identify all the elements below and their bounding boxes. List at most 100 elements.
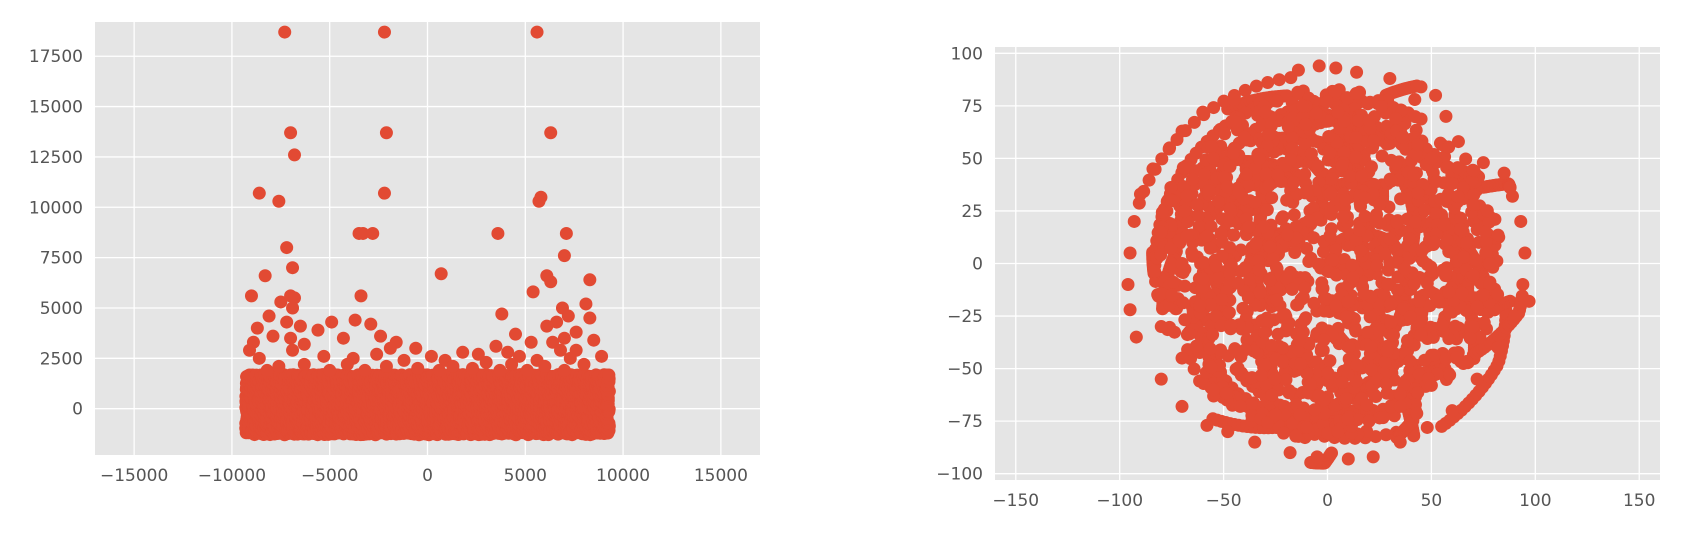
scatter-point [252, 351, 266, 365]
scatter-point [532, 194, 546, 208]
scatter-point [1207, 101, 1221, 115]
y-tick-label: 7500 [40, 249, 83, 269]
y-tick-label: 15000 [29, 98, 83, 118]
scatter-point [370, 347, 384, 361]
x-tick-label: −150 [992, 491, 1039, 511]
scatter-point [411, 361, 425, 375]
scatter-point [471, 347, 485, 361]
scatter-point [546, 335, 560, 349]
scatter-point [288, 291, 301, 305]
scatter-point [379, 359, 393, 373]
scatter-point [434, 267, 448, 281]
scatter-point [1367, 177, 1381, 191]
scatter-point [1238, 83, 1252, 97]
scatter-point [364, 317, 378, 331]
scatter-point [557, 249, 571, 263]
scatter-point [356, 226, 370, 240]
scatter-point [1187, 115, 1201, 129]
x-tick-label: 100 [1519, 491, 1551, 511]
scatter-point [524, 335, 538, 349]
scatter-point [374, 329, 388, 343]
scatter-point [280, 315, 294, 329]
scatter-point [272, 194, 286, 208]
scatter-point [561, 309, 575, 323]
x-tick-label: 5000 [504, 466, 547, 486]
scatter-point [557, 363, 571, 377]
scatter-point [358, 363, 372, 377]
left-scatter-chart: −15000 −10000 −5000 0 5000 10000 1500002500500… [29, 22, 760, 486]
scatter-point [409, 341, 423, 355]
x-tick-label: 150 [1623, 491, 1655, 511]
y-tick-label: 25 [961, 202, 983, 222]
y-tick-label: 0 [72, 400, 83, 420]
y-tick-label: 5000 [40, 299, 83, 319]
scatter-point [297, 357, 311, 371]
x-tick-label: −10000 [198, 466, 266, 486]
y-tick-label: −100 [936, 465, 983, 485]
x-tick-label: −5000 [301, 466, 359, 486]
scatter-point [1217, 94, 1231, 108]
scatter-point [557, 331, 571, 345]
scatter-point [366, 226, 380, 240]
scatter-point [286, 343, 300, 357]
scatter-point [297, 337, 311, 351]
y-tick-label: 17500 [29, 47, 83, 67]
x-tick-label: 0 [422, 466, 433, 486]
scatter-point [1261, 76, 1275, 90]
scatter-point [348, 313, 362, 327]
scatter-point [526, 285, 540, 299]
scatter-point [293, 319, 307, 333]
scatter-point [583, 273, 597, 287]
scatter-point [266, 329, 280, 343]
scatter-point [432, 363, 446, 377]
scatter-point [559, 226, 573, 240]
scatter-point [377, 25, 391, 39]
scatter-point [512, 349, 526, 363]
scatter-point [520, 363, 534, 377]
scatter-point [563, 351, 577, 365]
scatter-point [323, 363, 337, 377]
scatter-point [288, 148, 301, 162]
scatter-point [544, 126, 558, 140]
y-tick-label: 50 [961, 149, 983, 169]
y-tick-label: −75 [947, 412, 983, 432]
scatter-point [252, 186, 266, 200]
scatter-point [579, 297, 593, 311]
scatter-point [336, 331, 350, 345]
x-tick-label: −50 [1206, 491, 1242, 511]
x-tick-label: −15000 [100, 466, 168, 486]
scatter-point [544, 275, 558, 289]
scatter-point [501, 345, 515, 359]
scatter-point [424, 349, 438, 363]
scatter-point [505, 357, 519, 371]
scatter-point [244, 289, 258, 303]
y-tick-label: 100 [951, 44, 983, 64]
scatter-point [595, 349, 609, 363]
scatter-point [286, 301, 300, 315]
scatter-point [243, 343, 257, 357]
scatter-point [465, 361, 479, 375]
scatter-point [397, 353, 411, 367]
scatter-point [1142, 173, 1156, 187]
right-scatter-chart: −150 −100 −50 0 50 100 150−100−75−50−250255075… [936, 44, 1660, 511]
scatter-point [569, 325, 583, 339]
scatter-point [493, 363, 507, 377]
y-tick-label: −25 [947, 307, 983, 327]
scatter-point [530, 25, 544, 39]
scatter-points [1121, 59, 1536, 470]
scatter-point [260, 363, 274, 377]
scatter-point [250, 321, 264, 335]
scatter-point [274, 295, 288, 309]
scatter-point [280, 241, 294, 255]
scatter-point [540, 319, 554, 333]
x-tick-label: −100 [1096, 491, 1143, 511]
scatter-point [577, 357, 591, 371]
y-tick-label: 10000 [29, 198, 83, 218]
x-tick-label: 0 [1322, 491, 1333, 511]
scatter-point [1435, 419, 1449, 433]
scatter-point [383, 341, 397, 355]
scatter-point [284, 126, 298, 140]
scatter-point [456, 345, 470, 359]
scatter-point [317, 349, 331, 363]
